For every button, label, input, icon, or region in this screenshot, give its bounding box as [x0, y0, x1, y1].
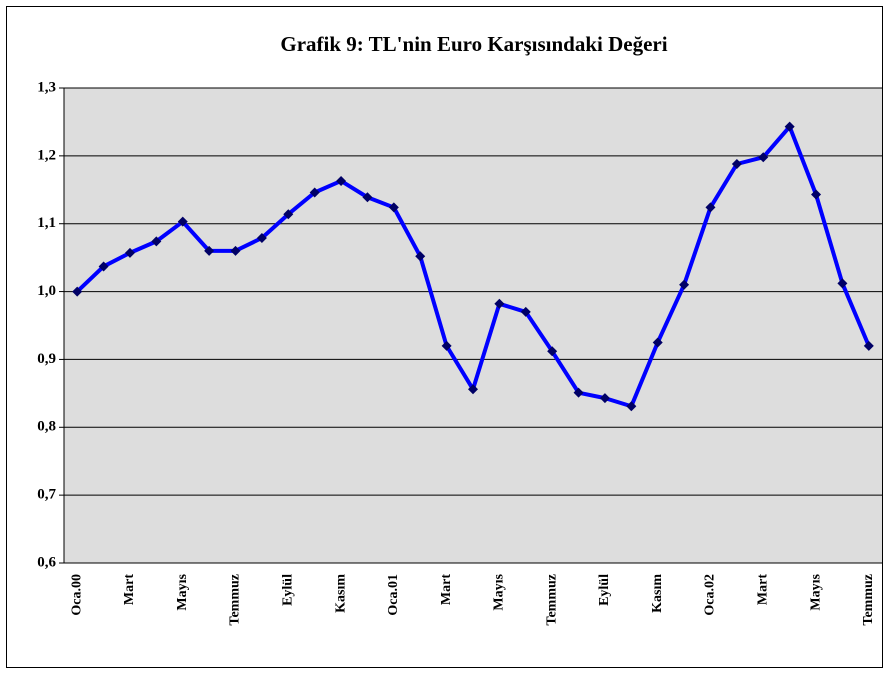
- x-tick-label: Temmuz: [544, 574, 559, 626]
- x-tick-label: Mayıs: [492, 573, 507, 610]
- marker: [72, 286, 83, 297]
- y-tick-label: 0,6: [37, 554, 56, 570]
- marker: [758, 152, 769, 163]
- x-tick-label: Mart: [755, 574, 770, 605]
- x-tick-label: Kasım: [650, 574, 665, 613]
- marker: [151, 236, 162, 247]
- marker: [520, 306, 531, 317]
- marker: [679, 279, 690, 290]
- marker: [441, 340, 452, 351]
- marker: [388, 202, 399, 213]
- marker: [283, 209, 294, 220]
- marker: [547, 346, 558, 357]
- marker: [784, 121, 795, 132]
- x-tick-label: Temmuz: [861, 574, 876, 626]
- plot-area: [64, 88, 882, 563]
- x-tick-label: Mart: [439, 574, 454, 605]
- marker: [468, 384, 478, 395]
- marker: [362, 192, 373, 203]
- x-tick-label: Eylül: [281, 574, 296, 606]
- chart-title: Grafik 9: TL'nin Euro Karşısındaki Değer…: [280, 32, 667, 56]
- marker: [731, 159, 742, 169]
- y-tick-label: 1,2: [37, 147, 56, 163]
- x-tick-label: Mayıs: [175, 573, 190, 610]
- y-tick-label: 0,8: [37, 419, 56, 435]
- marker: [494, 298, 505, 309]
- marker: [573, 387, 584, 398]
- marker: [705, 202, 716, 213]
- x-tick-label: Kasım: [333, 574, 348, 613]
- x-tick-label: Oca.01: [386, 574, 401, 616]
- x-tick-label: Oca.00: [69, 574, 84, 616]
- marker: [336, 175, 347, 186]
- marker: [626, 401, 637, 412]
- y-tick-label: 1,0: [37, 283, 56, 299]
- marker: [98, 261, 109, 272]
- y-tick-label: 0,7: [37, 487, 56, 503]
- marker: [230, 245, 241, 256]
- y-tick-label: 0,9: [37, 351, 56, 367]
- marker: [811, 189, 822, 200]
- y-tick-label: 1,1: [37, 215, 56, 231]
- x-tick-label: Eylül: [597, 574, 612, 606]
- marker: [256, 232, 267, 243]
- x-tick-label: Mayıs: [808, 573, 823, 610]
- x-tick-label: Mart: [122, 574, 137, 605]
- marker: [415, 251, 426, 262]
- x-tick-label: Temmuz: [228, 574, 243, 626]
- marker: [309, 187, 320, 198]
- x-tick-label: Oca.02: [703, 574, 718, 616]
- marker: [177, 216, 188, 227]
- marker: [652, 337, 663, 348]
- marker: [837, 278, 848, 289]
- y-tick-label: 1,3: [37, 79, 56, 95]
- marker: [599, 393, 610, 404]
- marker: [863, 340, 874, 351]
- marker: [124, 247, 135, 258]
- marker: [204, 245, 215, 256]
